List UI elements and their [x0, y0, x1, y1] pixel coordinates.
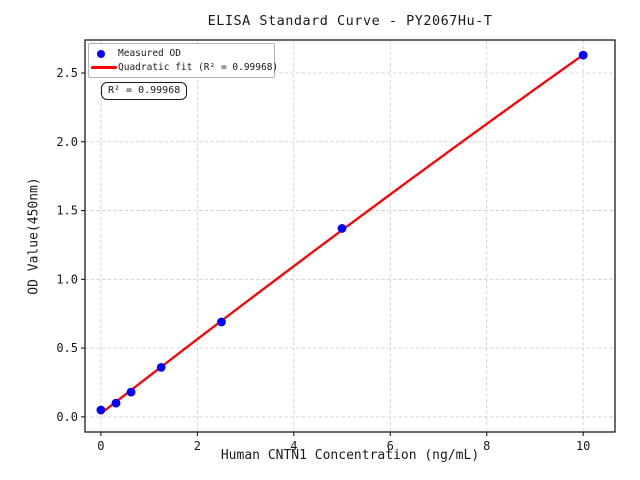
- data-point: [217, 317, 226, 327]
- legend-label: Measured OD: [118, 48, 181, 59]
- y-tick-label: 1.0: [56, 272, 78, 286]
- y-tick-label: 2.0: [56, 135, 78, 149]
- x-axis-label: Human CNTN1 Concentration (ng/mL): [220, 448, 480, 463]
- fit-line: [99, 53, 585, 415]
- legend: Measured OD Quadratic fit (R² = 0.99968): [88, 43, 278, 78]
- x-tick-label: 4: [290, 439, 297, 453]
- y-tick-label: 2.5: [56, 66, 78, 80]
- data-point: [111, 398, 121, 408]
- y-tick-label: 0.0: [56, 410, 78, 424]
- x-tick-label: 8: [483, 439, 490, 453]
- data-point: [126, 387, 136, 397]
- y-tick-label: 1.5: [56, 204, 78, 218]
- legend-label: Quadratic fit (R² = 0.99968): [118, 62, 279, 73]
- y-axis-label: OD Value(450nm): [26, 177, 42, 295]
- legend-item-quadratic-fit: Quadratic fit (R² = 0.99968): [91, 62, 278, 73]
- legend-item-measured-od: Measured OD: [93, 48, 268, 59]
- r-squared-annotation: R² = 0.99968: [101, 82, 188, 100]
- data-point: [578, 50, 588, 60]
- axes-frame: [84, 39, 616, 433]
- x-tick-label: 0: [97, 439, 104, 453]
- x-tick-label: 2: [194, 439, 201, 453]
- chart-title: ELISA Standard Curve - PY2067Hu-T: [207, 13, 493, 29]
- data-point: [96, 405, 106, 415]
- x-tick-label: 10: [576, 439, 590, 453]
- data-point: [156, 362, 166, 372]
- y-tick-label: 0.5: [56, 341, 78, 355]
- x-tick-label: 6: [387, 439, 394, 453]
- data-point: [337, 224, 347, 233]
- line-marker-icon: [91, 66, 117, 69]
- scatter-marker-icon: [97, 49, 105, 58]
